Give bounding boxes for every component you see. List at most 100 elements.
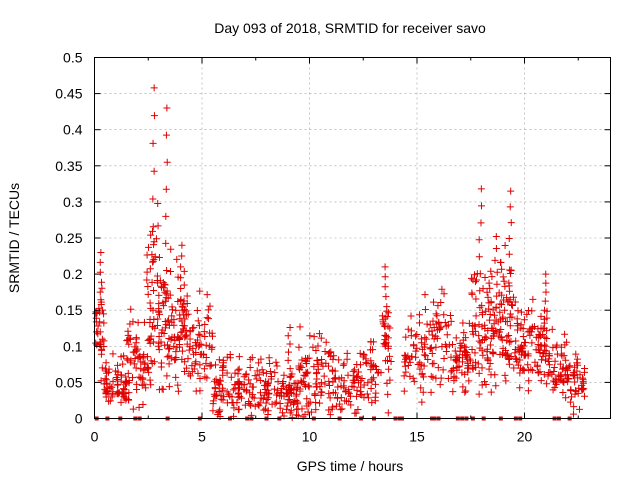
data-point — [426, 345, 434, 353]
data-point — [263, 395, 271, 403]
data-point — [201, 373, 209, 381]
data-point — [205, 315, 213, 323]
data-point — [447, 353, 455, 361]
data-point — [170, 342, 178, 350]
data-point — [540, 324, 548, 332]
data-point — [555, 375, 563, 383]
data-point — [536, 349, 544, 357]
data-point — [94, 322, 102, 330]
data-point — [420, 351, 428, 359]
data-point — [452, 334, 460, 342]
data-point — [363, 359, 371, 367]
data-point — [545, 361, 553, 369]
data-point — [283, 402, 291, 410]
data-point — [101, 375, 109, 383]
data-point — [202, 341, 210, 349]
data-point — [383, 332, 391, 340]
data-point — [481, 325, 489, 333]
data-point — [505, 234, 513, 242]
data-point — [534, 325, 542, 333]
data-point — [266, 367, 274, 375]
data-point — [238, 394, 246, 402]
data-point — [92, 310, 100, 318]
data-point — [317, 334, 325, 342]
data-point — [449, 388, 457, 396]
data-point — [556, 360, 564, 368]
data-point — [466, 355, 474, 363]
data-point — [543, 334, 551, 342]
data-point — [416, 359, 424, 367]
data-point — [475, 332, 483, 340]
data-point — [549, 344, 557, 352]
data-point — [137, 358, 145, 366]
data-point — [139, 400, 147, 408]
data-point — [527, 365, 535, 373]
data-point — [150, 84, 158, 92]
y-tick-label: 0.4 — [63, 122, 83, 138]
data-point — [475, 369, 483, 377]
data-point — [506, 269, 514, 277]
data-point — [261, 386, 269, 394]
data-point — [96, 288, 104, 296]
data-point — [204, 306, 212, 314]
data-point — [387, 357, 395, 365]
data-point — [478, 364, 486, 372]
data-point — [468, 345, 476, 353]
data-point — [273, 362, 281, 370]
data-point — [228, 393, 236, 401]
data-point — [203, 374, 211, 382]
data-point — [298, 405, 306, 413]
data-point — [147, 231, 155, 239]
data-point — [286, 324, 294, 332]
data-point — [519, 325, 527, 333]
data-point — [137, 374, 145, 382]
data-point — [144, 243, 152, 251]
data-point — [150, 241, 158, 249]
data-point — [506, 322, 514, 330]
data-point — [150, 358, 158, 366]
data-point — [571, 378, 579, 386]
data-point — [467, 274, 475, 282]
data-point — [132, 364, 140, 372]
data-point — [437, 323, 445, 331]
data-point — [384, 334, 392, 342]
data-point — [544, 372, 552, 380]
data-point — [163, 372, 171, 380]
data-point — [120, 386, 128, 394]
data-point — [485, 279, 493, 287]
data-point — [519, 332, 527, 340]
data-point — [470, 322, 478, 330]
data-point — [192, 341, 200, 349]
data-point — [173, 343, 181, 351]
data-point — [434, 364, 442, 372]
data-point — [138, 381, 146, 389]
data-point — [335, 356, 343, 364]
data-point — [528, 339, 536, 347]
data-point — [135, 353, 143, 361]
data-point — [466, 357, 474, 365]
data-point — [191, 360, 199, 368]
data-point — [567, 386, 575, 394]
data-point — [140, 380, 148, 388]
data-point — [209, 332, 217, 340]
data-point — [312, 346, 320, 354]
data-point — [498, 336, 506, 344]
data-point — [458, 369, 466, 377]
data-point — [301, 372, 309, 380]
data-point — [449, 341, 457, 349]
data-point — [159, 279, 167, 287]
data-point — [149, 139, 157, 147]
data-point — [419, 388, 427, 396]
data-point — [135, 403, 143, 411]
data-point — [535, 330, 543, 338]
y-tick-label: 0.05 — [55, 374, 82, 390]
data-point — [287, 372, 295, 380]
data-point — [483, 345, 491, 353]
data-point — [435, 319, 443, 327]
data-point — [164, 317, 172, 325]
data-point — [565, 363, 573, 371]
data-point — [485, 305, 493, 313]
data-point — [272, 398, 280, 406]
data-point — [493, 268, 501, 276]
data-point — [155, 253, 163, 261]
